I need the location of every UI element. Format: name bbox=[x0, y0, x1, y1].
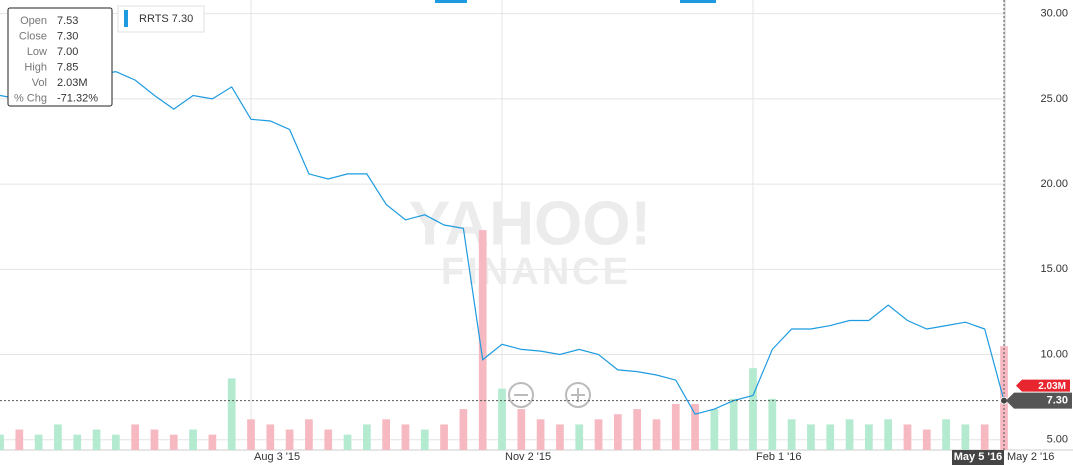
volume-bar bbox=[710, 409, 719, 450]
volume-bar bbox=[285, 429, 294, 450]
volume-bar bbox=[54, 424, 62, 450]
volume-bar bbox=[922, 429, 931, 450]
volume-bar bbox=[787, 419, 796, 450]
volume-bar bbox=[401, 424, 410, 450]
volume-bar bbox=[845, 419, 854, 450]
volume-bar bbox=[111, 434, 120, 450]
volume-bar bbox=[150, 429, 159, 450]
volume-bar bbox=[575, 424, 584, 450]
price-line bbox=[0, 70, 1005, 415]
volume-bar bbox=[169, 434, 178, 450]
y-tick-label: 30.00 bbox=[1040, 8, 1068, 20]
volume-bar bbox=[0, 434, 4, 450]
volume-bar bbox=[980, 424, 989, 450]
volume-bar bbox=[884, 419, 893, 450]
crosshair-date-label: May 5 '16 bbox=[954, 451, 1002, 463]
y-tick-label: 20.00 bbox=[1040, 178, 1068, 190]
volume-bar bbox=[189, 429, 197, 450]
volume-bar bbox=[536, 419, 545, 450]
tooltip-value: 7.30 bbox=[57, 30, 78, 42]
tab-marker bbox=[680, 0, 716, 3]
volume-bar bbox=[613, 414, 622, 450]
x-tick-label: Aug 3 '15 bbox=[254, 451, 300, 463]
y-tick-label: 5.00 bbox=[1047, 434, 1068, 446]
volume-bar bbox=[73, 434, 82, 450]
volume-bar bbox=[247, 419, 255, 450]
price-tag bbox=[1006, 392, 1072, 409]
volume-bar bbox=[92, 429, 101, 450]
volume-bar bbox=[942, 419, 950, 450]
volume-bar bbox=[266, 424, 275, 450]
y-tick-label: 10.00 bbox=[1040, 348, 1068, 360]
volume-bar bbox=[594, 419, 603, 450]
volume-bar bbox=[826, 424, 835, 450]
tooltip-label: Vol bbox=[32, 77, 47, 89]
tooltip-label: Low bbox=[27, 46, 47, 58]
volume-bar bbox=[807, 424, 815, 450]
volume-bar bbox=[498, 388, 506, 450]
volume-bar bbox=[517, 409, 526, 450]
volume-bar bbox=[749, 368, 757, 450]
volume-bar bbox=[729, 398, 738, 450]
watermark: YAHOO!FINANCE bbox=[409, 189, 651, 293]
volume-bar bbox=[343, 434, 352, 450]
y-tick-label: 15.00 bbox=[1040, 263, 1068, 275]
volume-bar bbox=[440, 424, 448, 450]
volume-bar bbox=[34, 434, 43, 450]
volume-bar bbox=[633, 409, 642, 450]
tooltip-label: % Chg bbox=[14, 92, 47, 104]
price bbox=[0, 70, 1005, 415]
x-tick-label: May 2 '16 bbox=[1007, 451, 1054, 463]
watermark-text: YAHOO! bbox=[409, 189, 651, 258]
volume-bar bbox=[652, 419, 661, 450]
volume-bar bbox=[420, 429, 429, 450]
legend-swatch bbox=[124, 10, 128, 27]
volume-bar bbox=[864, 424, 873, 450]
zoom-in-button[interactable] bbox=[565, 382, 591, 408]
zoom-out-button[interactable] bbox=[508, 382, 534, 408]
tooltip-value: 7.00 bbox=[57, 46, 78, 58]
x-tick-label: Feb 1 '16 bbox=[756, 451, 802, 463]
tooltip-label: Open bbox=[20, 15, 47, 27]
volume-tag-label: 2.03M bbox=[1038, 381, 1066, 392]
volume-bar bbox=[324, 429, 333, 450]
volume-bar bbox=[15, 429, 24, 450]
x-tick-label: Nov 2 '15 bbox=[505, 451, 551, 463]
volume-bar bbox=[903, 424, 912, 450]
volume-bar bbox=[459, 409, 468, 450]
volume-bar bbox=[478, 230, 487, 450]
volume-tag bbox=[1016, 379, 1070, 392]
tooltip-value: 2.03M bbox=[57, 77, 88, 89]
volume-bar bbox=[208, 434, 217, 450]
volume-bar bbox=[382, 419, 391, 450]
volume-bar bbox=[556, 424, 564, 450]
volume-bar bbox=[131, 424, 140, 450]
tab-marker bbox=[435, 0, 467, 3]
price-tag-label: 7.30 bbox=[1047, 394, 1068, 406]
tooltip-label: High bbox=[24, 61, 47, 73]
tooltip-label: Close bbox=[19, 30, 47, 42]
volume-bar bbox=[961, 424, 970, 450]
volume-bar bbox=[305, 419, 313, 450]
tooltip-value: 7.85 bbox=[57, 61, 78, 73]
volume-bar bbox=[768, 398, 777, 450]
tooltip-value: -71.32% bbox=[57, 92, 98, 104]
crosshair-date-box bbox=[952, 450, 1004, 465]
tooltip-box bbox=[7, 7, 113, 107]
volume-bar bbox=[671, 403, 680, 450]
volume-bar bbox=[227, 378, 236, 450]
tooltip-value: 7.53 bbox=[57, 15, 78, 27]
legend-box bbox=[117, 5, 205, 33]
volume-bar bbox=[691, 403, 699, 450]
y-tick-label: 25.00 bbox=[1040, 93, 1068, 105]
volume-bar bbox=[362, 424, 371, 450]
legend-label[interactable]: RRTS 7.30 bbox=[139, 13, 193, 25]
